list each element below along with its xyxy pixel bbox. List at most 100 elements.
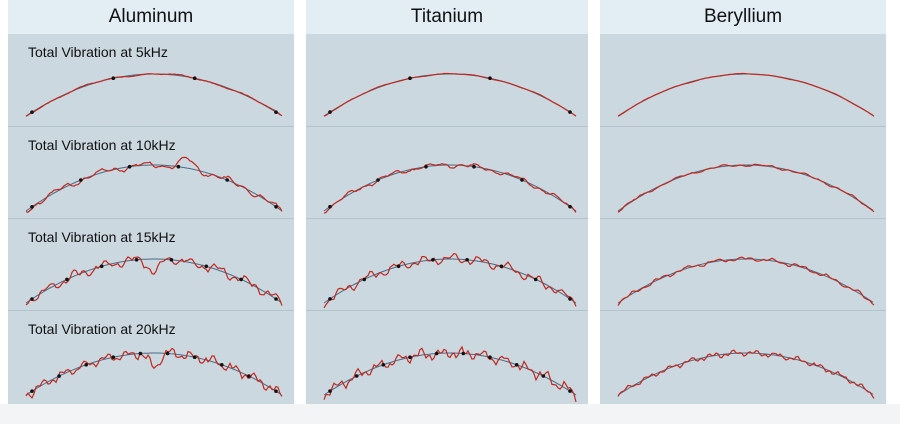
node-marker xyxy=(465,258,469,262)
node-marker xyxy=(362,277,367,282)
plot-aluminum-20khz xyxy=(25,347,283,399)
plot-titanium-5khz xyxy=(323,72,577,117)
column-title-titanium: Titanium xyxy=(306,0,588,34)
node-marker xyxy=(274,389,278,393)
node-marker xyxy=(169,258,174,262)
row-label-15khz: Total Vibration at 15kHz xyxy=(28,229,176,245)
node-marker xyxy=(99,264,104,269)
panel-beryllium-5khz xyxy=(600,34,886,122)
plot-aluminum-5khz xyxy=(25,73,283,117)
node-marker xyxy=(568,389,572,393)
node-marker xyxy=(533,277,538,282)
plot-titanium-15khz xyxy=(323,252,577,309)
panel-aluminum-10khz: Total Vibration at 10kHz xyxy=(8,126,294,214)
node-marker xyxy=(514,363,519,367)
panel-aluminum-5khz: Total Vibration at 5kHz xyxy=(8,34,294,122)
reference-curve xyxy=(25,258,282,304)
plot-titanium-10khz xyxy=(323,162,577,214)
column-title-aluminum: Aluminum xyxy=(8,0,294,34)
node-marker xyxy=(239,277,243,282)
panel-beryllium-20khz xyxy=(600,310,886,399)
plot-beryllium-10khz xyxy=(617,163,875,213)
node-marker xyxy=(568,110,572,114)
node-marker xyxy=(328,110,332,114)
node-marker xyxy=(541,374,546,378)
plot-aluminum-15khz xyxy=(25,256,283,306)
node-marker xyxy=(65,277,69,282)
node-marker xyxy=(30,389,34,393)
node-marker xyxy=(381,363,386,367)
row-label-20khz: Total Vibration at 20kHz xyxy=(28,321,176,337)
node-marker xyxy=(127,164,132,169)
node-marker xyxy=(488,355,492,359)
node-marker xyxy=(30,297,34,301)
reference-curve xyxy=(617,258,874,304)
vibration-curve xyxy=(323,72,577,117)
node-marker xyxy=(192,355,197,359)
node-marker xyxy=(192,76,197,80)
node-marker xyxy=(204,264,209,269)
node-marker xyxy=(79,178,83,182)
node-marker xyxy=(568,297,572,301)
panel-aluminum-20khz: Total Vibration at 20kHz xyxy=(8,310,294,399)
node-marker xyxy=(472,164,476,169)
vibration-curve xyxy=(323,345,577,403)
vibration-curve xyxy=(25,347,283,399)
panel-aluminum-15khz: Total Vibration at 15kHz xyxy=(8,218,294,306)
node-marker xyxy=(488,76,492,80)
plot-beryllium-5khz xyxy=(617,72,875,117)
panel-beryllium-10khz xyxy=(600,126,886,214)
node-marker xyxy=(328,204,332,209)
node-marker xyxy=(424,164,428,169)
plot-aluminum-10khz xyxy=(25,156,283,213)
vibration-curve xyxy=(617,349,875,399)
node-marker xyxy=(274,205,278,209)
node-marker xyxy=(461,351,466,356)
plot-titanium-20khz xyxy=(323,345,577,403)
column-body-titanium xyxy=(306,34,588,404)
node-marker xyxy=(376,178,380,182)
node-marker xyxy=(408,76,412,80)
node-marker xyxy=(134,258,139,262)
node-marker xyxy=(111,355,116,359)
node-marker xyxy=(354,374,359,378)
node-marker xyxy=(274,110,278,114)
node-marker xyxy=(520,178,524,182)
node-marker xyxy=(225,178,229,182)
node-marker xyxy=(499,264,504,269)
node-marker xyxy=(431,258,435,262)
node-marker xyxy=(247,374,251,378)
panel-titanium-5khz xyxy=(306,34,588,122)
node-marker xyxy=(434,351,439,356)
reference-curve xyxy=(25,352,282,396)
panel-titanium-20khz xyxy=(306,310,588,403)
row-label-5khz: Total Vibration at 5kHz xyxy=(28,44,168,60)
node-marker xyxy=(30,205,34,209)
node-marker xyxy=(57,374,61,378)
node-marker xyxy=(328,297,332,301)
plot-beryllium-20khz xyxy=(617,349,875,399)
node-marker xyxy=(396,264,401,269)
node-marker xyxy=(30,110,34,114)
vibration-curve xyxy=(25,256,283,306)
reference-curve xyxy=(323,258,577,304)
column-body-beryllium xyxy=(600,34,886,404)
plot-beryllium-15khz xyxy=(617,256,875,306)
vibration-curve xyxy=(25,73,283,117)
node-marker xyxy=(568,204,572,209)
node-marker xyxy=(274,297,278,301)
vibration-curve xyxy=(323,252,577,309)
node-marker xyxy=(165,351,170,356)
node-marker xyxy=(408,355,412,359)
column-title-beryllium: Beryllium xyxy=(600,0,886,34)
row-label-10khz: Total Vibration at 10kHz xyxy=(28,137,176,153)
bottom-margin xyxy=(0,404,900,424)
vibration-curve xyxy=(617,256,875,306)
vibration-curve xyxy=(323,162,577,214)
vibration-curve xyxy=(617,163,875,213)
vibration-curve xyxy=(617,72,875,117)
node-marker xyxy=(328,389,332,393)
column-titanium: Titanium xyxy=(306,0,588,404)
node-marker xyxy=(220,363,224,367)
